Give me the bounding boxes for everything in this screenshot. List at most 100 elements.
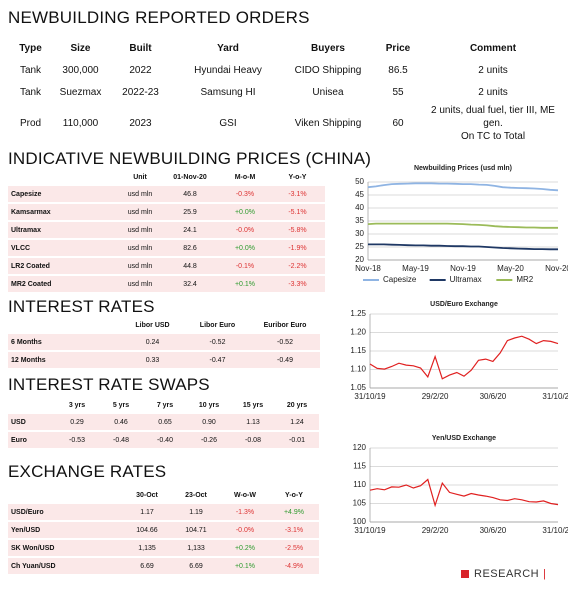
header-cell: Size bbox=[70, 42, 91, 54]
chart-title: Newbuilding Prices (usd mln) bbox=[414, 165, 512, 172]
table-cell: LR2 Coated bbox=[8, 258, 120, 274]
header-cell: 01-Nov-20 bbox=[173, 173, 207, 181]
table-row: Tank 300,000 2022 Hyundai Heavy CIDO Shippin… bbox=[8, 60, 563, 80]
table-cell: 60 bbox=[392, 118, 404, 129]
table-cell: GSI bbox=[219, 118, 237, 129]
footer-label: RESEARCH bbox=[474, 568, 540, 580]
table-cell: -0.52 bbox=[185, 334, 250, 350]
header-row: 30-Oct 23-Oct W-o-W Y-o-Y bbox=[8, 488, 319, 502]
table-cell: -0.0% bbox=[221, 522, 269, 538]
table-cell: MR2 Coated bbox=[8, 276, 120, 292]
data-table: 30-Oct 23-Oct W-o-W Y-o-Y USD/Euro 1.17 1.19 -1… bbox=[8, 486, 319, 576]
footer-divider: | bbox=[543, 568, 547, 580]
table-cell: Tank bbox=[19, 86, 42, 98]
table-row: Ultramax usd mln 24.1 -0.0% -5.8% bbox=[8, 222, 325, 238]
header-cell: 23-Oct bbox=[185, 491, 207, 499]
header-cell: 30-Oct bbox=[136, 491, 158, 499]
table-cell: 24.1 bbox=[160, 222, 220, 238]
table-row: Prod 110,000 2023 GSI Viken Shipping 60 2 unit… bbox=[8, 104, 563, 143]
table-cell: VLCC bbox=[8, 240, 120, 256]
table-row: MR2 Coated usd mln 32.4 +0.1% -3.3% bbox=[8, 276, 325, 292]
data-table: Type Size Built Yard Buyers Price Comment Tank 3… bbox=[8, 36, 563, 145]
data-table: Unit 01-Nov-20 M-o-M Y-o-Y Capesize usd mln 46… bbox=[8, 168, 325, 294]
x-tick-label: 29/2/20 bbox=[422, 526, 449, 535]
header-row: Libor USD Libor Euro Euribor Euro bbox=[8, 318, 320, 332]
table-cell: -0.49 bbox=[250, 352, 320, 368]
table-cell: 1,135 bbox=[123, 540, 171, 556]
y-tick-label: 50 bbox=[355, 177, 364, 186]
header-cell: 3 yrs bbox=[68, 401, 86, 409]
table-cell: usd mln bbox=[120, 186, 160, 202]
table-cell: 1.13 bbox=[231, 414, 275, 430]
table-cell: -3.1% bbox=[270, 186, 325, 202]
header-cell: 10 yrs bbox=[198, 401, 220, 409]
table-cell: 2022-23 bbox=[122, 86, 159, 98]
table-cell: 2023 bbox=[129, 118, 152, 129]
y-tick-label: 35 bbox=[355, 216, 364, 225]
header-cell bbox=[8, 398, 55, 412]
table-cell: Yen/USD bbox=[8, 522, 123, 538]
section-title: INTEREST RATE SWAPS bbox=[8, 375, 210, 394]
y-tick-label: 30 bbox=[355, 229, 364, 238]
table-cell: 82.6 bbox=[160, 240, 220, 256]
table-cell: -3.3% bbox=[270, 276, 325, 292]
y-tick-label: 100 bbox=[353, 517, 367, 526]
y-tick-label: 25 bbox=[355, 242, 364, 251]
table-cell: -5.8% bbox=[270, 222, 325, 238]
table-cell: +0.2% bbox=[221, 540, 269, 556]
table-cell: CIDO Shipping bbox=[294, 64, 362, 76]
y-tick-label: 20 bbox=[355, 255, 364, 264]
table-cell: -3.1% bbox=[269, 522, 319, 538]
chart-title: USD/Euro Exchange bbox=[430, 301, 498, 308]
header-cell: 20 yrs bbox=[286, 401, 308, 409]
chart: Yen/USD Exchange 100 105 110 115 120 31/10/19 2… bbox=[353, 435, 568, 535]
x-tick-label: 31/10/20 bbox=[542, 526, 568, 535]
table-cell: 55 bbox=[392, 86, 404, 98]
table-cell: 1.19 bbox=[171, 504, 221, 520]
header-cell bbox=[8, 318, 120, 332]
y-tick-label: 115 bbox=[353, 462, 366, 471]
x-tick-label: 30/6/20 bbox=[480, 526, 507, 535]
y-tick-label: 110 bbox=[353, 480, 366, 489]
table-row: Kamsarmax usd mln 25.9 +0.0% -5.1% bbox=[8, 204, 325, 220]
table-cell: -0.01 bbox=[275, 432, 319, 448]
header-cell: Type bbox=[19, 42, 42, 54]
data-table: 3 yrs 5 yrs 7 yrs 10 yrs 15 yrs 20 yrs USD 0.29… bbox=[8, 396, 319, 450]
table-row: 12 Months 0.33 -0.47 -0.49 bbox=[8, 352, 320, 368]
table-cell: 1.17 bbox=[123, 504, 171, 520]
table-cell: -0.26 bbox=[187, 432, 231, 448]
table-cell: -5.1% bbox=[270, 204, 325, 220]
table-row: VLCC usd mln 82.6 +0.0% -1.9% bbox=[8, 240, 325, 256]
y-tick-label: 1.15 bbox=[350, 346, 366, 355]
table-cell: 2 units, dual fuel, tier III, ME gen. On… bbox=[431, 105, 555, 142]
table-cell: Euro bbox=[8, 432, 55, 448]
table-cell: +0.1% bbox=[221, 558, 269, 574]
header-cell: Yard bbox=[217, 42, 239, 54]
section-title: INTEREST RATES bbox=[8, 297, 155, 316]
table-cell: 25.9 bbox=[160, 204, 220, 220]
table-row: Tank Suezmax 2022-23 Samsung HI Unisea 55 2 un… bbox=[8, 82, 563, 102]
header-cell: 15 yrs bbox=[242, 401, 264, 409]
data-line bbox=[368, 243, 558, 251]
table-cell: 1.24 bbox=[275, 414, 319, 430]
y-tick-label: 40 bbox=[355, 203, 364, 212]
data-line bbox=[369, 478, 559, 508]
x-tick-label: Nov-19 bbox=[450, 264, 476, 273]
table-cell: usd mln bbox=[120, 276, 160, 292]
header-cell: M-o-M bbox=[234, 173, 256, 181]
table-cell: 110,000 bbox=[62, 118, 99, 129]
table-row: LR2 Coated usd mln 44.8 -0.1% -2.2% bbox=[8, 258, 325, 274]
table-cell: -2.5% bbox=[269, 540, 319, 556]
header-cell: Libor USD bbox=[135, 321, 170, 329]
table-cell: -1.9% bbox=[270, 240, 325, 256]
table-cell: -0.53 bbox=[55, 432, 99, 448]
table-cell: -0.48 bbox=[99, 432, 143, 448]
table-cell: Suezmax bbox=[59, 86, 102, 98]
header-cell: W-o-W bbox=[233, 491, 256, 499]
table-cell: 0.65 bbox=[143, 414, 187, 430]
table-cell: 0.29 bbox=[55, 414, 99, 430]
table-cell: 6.69 bbox=[171, 558, 221, 574]
table-row: SK Won/USD 1,135 1,133 +0.2% -2.5% bbox=[8, 540, 319, 556]
y-tick-label: 45 bbox=[355, 190, 364, 199]
y-tick-label: 120 bbox=[353, 443, 367, 452]
